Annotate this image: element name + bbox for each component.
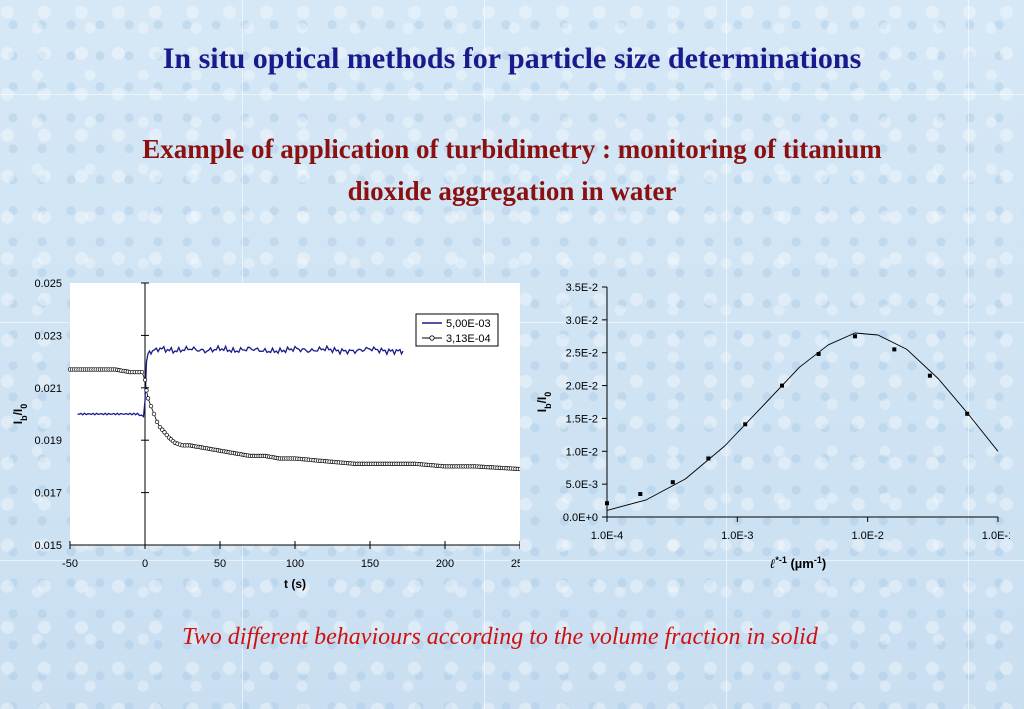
y-axis-label: Ib/I0: [535, 392, 553, 413]
y-tick-label: 0.017: [34, 488, 62, 500]
series-3-13e-4-point: [148, 403, 154, 409]
turbidity-size-chart: 1.0E-4 1.0E-3 1.0E-2 1.0E-1 0.0E+0 5.0E-3 1.0E…: [535, 282, 1010, 571]
x-tick-label: 200: [436, 558, 454, 570]
x-tick-label: 250: [511, 558, 520, 570]
legend-label-1: 5,00E-03: [446, 318, 491, 330]
series-3-13e-4-point: [144, 388, 149, 393]
series-3-13e-4-point: [139, 369, 145, 375]
legend-box: [415, 313, 499, 347]
data-point: [780, 383, 784, 388]
subtitle-line-2: dioxide aggregation in water: [347, 176, 677, 206]
y-tick-label: 0.019: [34, 435, 62, 447]
fit-curve: [606, 332, 999, 511]
x-tick-label: 150: [361, 558, 379, 570]
turbidity-time-chart: -50 0 50 100 150 200 250 0.015 0.017 0.019 0.021 0.…: [11, 278, 520, 591]
legend-label-2: 3,13E-04: [446, 333, 491, 345]
data-point: [605, 501, 609, 506]
series-3-13e-4-point: [151, 411, 157, 417]
data-point: [638, 492, 643, 496]
y-tick-label: 3.5E-2: [566, 282, 598, 294]
y-tick-label: 1.0E-2: [566, 446, 598, 458]
series-3-13e-4-point: [142, 377, 148, 383]
series-3-13e-4-point: [154, 419, 160, 425]
y-tick-label: 0.0E+0: [563, 512, 598, 524]
data-point: [853, 334, 857, 339]
slide-subtitle: Example of application of turbidimetry :…: [20, 128, 1004, 212]
y-tick-label: 2.5E-2: [566, 348, 598, 360]
slide-caption: Two different behaviours according to th…: [182, 624, 818, 650]
legend: 5,00E-03 3,13E-04: [415, 313, 499, 347]
data-point: [743, 422, 748, 427]
legend-marker-2: [429, 335, 435, 341]
series-3-13e-4-point: [157, 424, 163, 430]
y-axis-label: Ib/I0: [11, 404, 29, 425]
y-tick-label: 1.5E-2: [566, 413, 598, 425]
data-point: [670, 480, 675, 485]
x-tick-label: 1.0E-2: [851, 530, 883, 542]
slide-title: In situ optical methods for particle siz…: [162, 42, 862, 75]
series-3-13e-4-point: [517, 466, 520, 472]
y-tick-label: 0.015: [34, 540, 62, 552]
data-point: [816, 352, 821, 356]
y-tick-label: 5.0E-3: [566, 479, 598, 491]
data-point: [706, 456, 711, 461]
subtitle-line-1: Example of application of turbidimetry :…: [142, 134, 882, 164]
x-axis-label: t (s): [284, 577, 306, 591]
y-tick-label: 0.023: [34, 330, 62, 342]
series-5e-3-line: [77, 344, 404, 418]
x-tick-label: 1.0E-3: [721, 530, 753, 542]
x-tick-label: -50: [62, 558, 78, 570]
series-3-13e-4-point: [145, 396, 151, 401]
x-tick-label: 50: [214, 558, 226, 570]
series-3-13e-4-point: [162, 430, 167, 435]
x-tick-label: 0: [142, 558, 148, 570]
data-point: [892, 347, 897, 352]
y-tick-label: 0.021: [34, 383, 62, 395]
y-tick-label: 3.0E-2: [566, 315, 598, 327]
x-tick-label: 100: [286, 558, 304, 570]
x-tick-label: 1.0E-4: [591, 530, 623, 542]
y-tick-label: 0.025: [34, 278, 62, 290]
data-point: [965, 411, 970, 416]
data-point: [927, 373, 932, 378]
y-tick-label: 2.0E-2: [566, 381, 598, 393]
x-axis-label: ℓ*-1 (µm-1): [770, 555, 826, 571]
x-tick-label: 1.0E-1: [982, 530, 1010, 542]
